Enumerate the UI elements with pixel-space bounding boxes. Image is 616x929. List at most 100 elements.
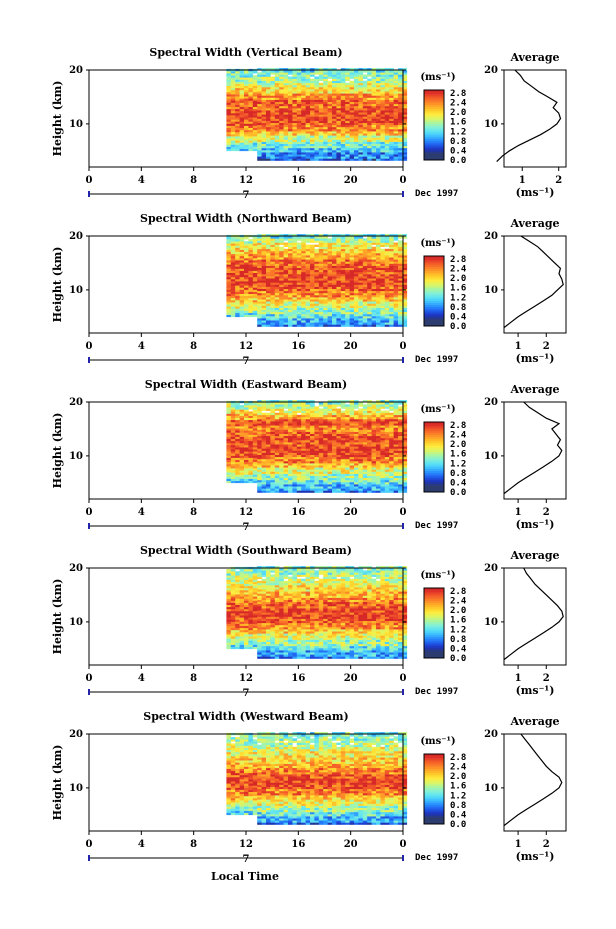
- heatmap-cell: [283, 87, 289, 90]
- heatmap-cell: [301, 265, 306, 268]
- heatmap-cell: [235, 239, 240, 242]
- heatmap-cell: [349, 101, 355, 105]
- heatmap-cell: [279, 74, 284, 77]
- heatmap-cell: [244, 291, 249, 294]
- heatmap-cell: [261, 412, 267, 416]
- heatmap-cell: [376, 257, 381, 260]
- heatmap-cell: [340, 475, 346, 479]
- heatmap-cell: [257, 305, 262, 308]
- colorbar-swatch: [424, 96, 444, 99]
- heatmap-cell: [349, 68, 355, 71]
- heatmap-cell: [230, 110, 236, 114]
- heatmap-cell: [270, 475, 276, 479]
- colorbar-swatch: [424, 124, 444, 127]
- heatmap-cell: [235, 119, 240, 122]
- heatmap-cell: [327, 120, 333, 123]
- heatmap-cell: [310, 271, 315, 275]
- heatmap-cell: [398, 89, 403, 92]
- heatmap-cell: [349, 145, 355, 149]
- heatmap-cell: [235, 314, 240, 318]
- profile-x-tick-label: 2: [555, 175, 562, 186]
- heatmap-cell: [327, 280, 333, 283]
- heatmap-cell: [230, 285, 236, 288]
- heatmap-cell: [292, 423, 298, 426]
- heatmap-cell: [248, 98, 254, 101]
- heatmap-cell: [292, 406, 298, 409]
- heatmap-cell: [248, 306, 254, 309]
- heatmap-cell: [296, 488, 302, 491]
- heatmap-cell: [305, 78, 311, 81]
- heatmap-cell: [288, 488, 293, 491]
- heatmap-cell: [266, 236, 271, 239]
- heatmap-cell: [288, 269, 293, 273]
- heatmap-cell: [261, 276, 267, 279]
- heatmap-cell: [239, 476, 245, 479]
- heatmap-cell: [248, 239, 254, 242]
- heatmap-cell: [270, 269, 276, 273]
- heatmap-cell: [314, 307, 320, 310]
- heatmap-cell: [244, 96, 249, 99]
- heatmap-cell: [305, 278, 311, 281]
- x-tick-label: 20: [344, 341, 358, 352]
- heatmap-cell: [358, 74, 364, 77]
- heatmap-cell: [332, 282, 337, 285]
- heatmap-cell: [288, 448, 293, 451]
- heatmap-cell: [332, 488, 337, 491]
- heatmap-cell: [314, 419, 320, 422]
- heatmap-cell: [301, 318, 306, 321]
- heatmap-cell: [274, 479, 280, 483]
- heatmap-cell: [252, 411, 258, 414]
- heatmap-cell: [257, 135, 262, 138]
- heatmap-cell: [226, 430, 232, 433]
- heatmap-cell: [398, 263, 403, 266]
- heatmap-cell: [362, 284, 368, 287]
- heatmap-cell: [292, 286, 298, 289]
- heatmap-cell: [283, 116, 289, 119]
- heatmap-cell: [389, 158, 394, 161]
- heatmap-cell: [327, 479, 333, 483]
- heatmap-cell: [345, 452, 350, 455]
- heatmap-cell: [358, 467, 364, 470]
- heatmap-cell: [336, 250, 342, 254]
- heatmap-cell: [230, 440, 236, 444]
- heatmap-cell: [310, 316, 315, 319]
- heatmap-cell: [230, 249, 236, 252]
- heatmap-cell: [239, 449, 245, 452]
- heatmap-cell: [336, 120, 342, 123]
- x-tick-label: 4: [138, 175, 145, 186]
- heatmap-cell: [239, 100, 245, 103]
- colorbar-tick-label: 2.0: [450, 274, 466, 284]
- heatmap-cell: [354, 454, 359, 458]
- heatmap-cell: [345, 97, 350, 100]
- heatmap-cell: [367, 242, 372, 245]
- heatmap-cell: [244, 472, 249, 475]
- heatmap-cell: [226, 119, 232, 122]
- heatmap-cell: [376, 263, 381, 266]
- heatmap-cell: [274, 444, 280, 447]
- heatmap-cell: [384, 265, 390, 268]
- heatmap-cell: [252, 407, 258, 410]
- heatmap-cell: [340, 410, 346, 413]
- heatmap-cell: [376, 133, 381, 136]
- heatmap-cell: [327, 244, 333, 247]
- heatmap-cell: [226, 243, 232, 246]
- heatmap-cell: [362, 271, 368, 275]
- heatmap-cell: [327, 242, 333, 245]
- heatmap-cell: [345, 129, 350, 132]
- heatmap-cell: [257, 465, 262, 468]
- heatmap-cell: [257, 479, 262, 483]
- heatmap-cell: [274, 95, 280, 98]
- heatmap-cell: [226, 131, 232, 135]
- heatmap-cell: [402, 74, 408, 77]
- heatmap-cell: [362, 286, 368, 289]
- heatmap-cell: [332, 263, 337, 266]
- heatmap-cell: [288, 103, 293, 107]
- heatmap-cell: [345, 473, 350, 476]
- heatmap-cell: [283, 437, 289, 441]
- heatmap-cell: [398, 78, 403, 81]
- heatmap-cell: [270, 437, 276, 441]
- colorbar-swatch: [424, 300, 444, 304]
- heatmap-cell: [376, 97, 381, 100]
- heatmap-cell: [314, 87, 320, 90]
- heatmap-cell: [332, 108, 337, 111]
